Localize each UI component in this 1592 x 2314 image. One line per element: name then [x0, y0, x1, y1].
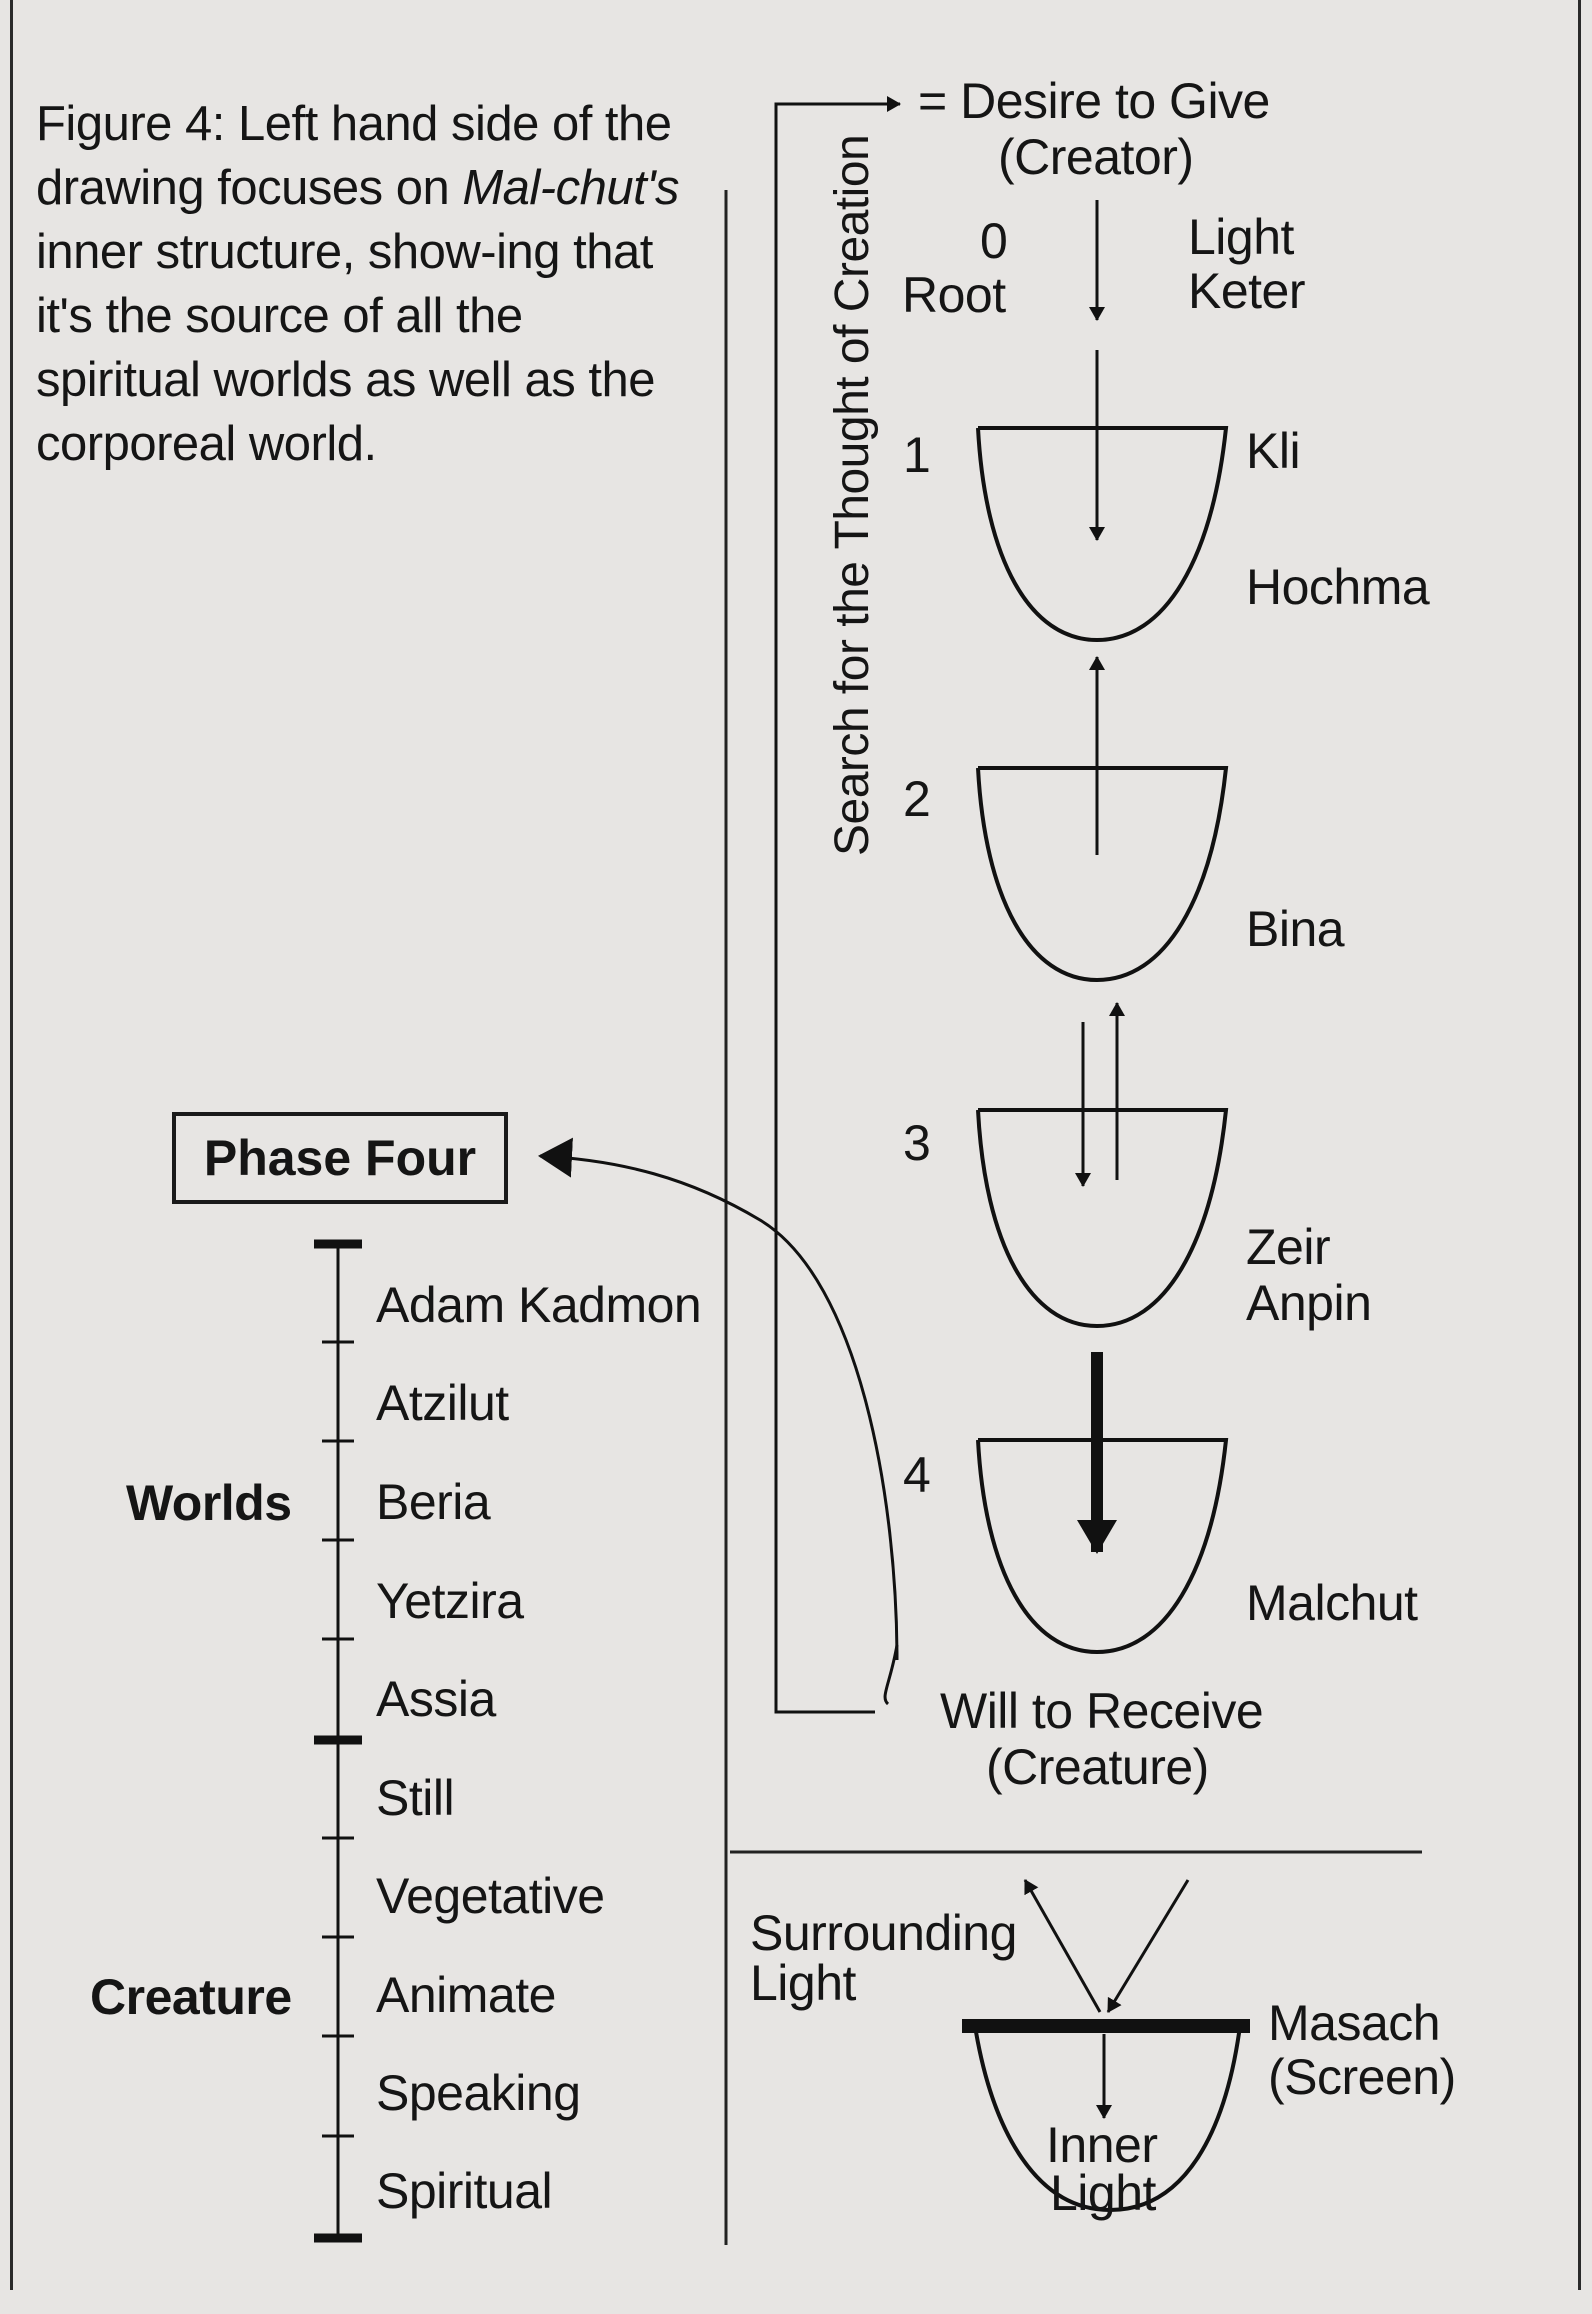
search-bracket — [774, 96, 901, 1714]
masach-label: Masach — [1268, 1995, 1441, 2051]
search-thought-label: Search for the Thought of Creation — [826, 134, 879, 856]
phase-3-number: 3 — [903, 1115, 931, 1171]
world-assia: Assia — [376, 1671, 496, 1727]
screen-paren-label: (Screen) — [1268, 2049, 1456, 2105]
creature-animate: Animate — [376, 1967, 556, 2023]
phase-0-number: 0 — [980, 213, 1008, 269]
creature-spiritual: Spiritual — [376, 2163, 553, 2219]
kli-label: Kli — [1246, 423, 1301, 479]
bina-label: Bina — [1246, 901, 1345, 957]
worlds-scale — [314, 1239, 362, 2243]
world-beria: Beria — [376, 1474, 491, 1530]
anpin-label: Anpin — [1246, 1275, 1372, 1331]
surrounding-label: Surrounding — [750, 1905, 1017, 1961]
phase-four-box: Phase Four — [172, 1112, 508, 1204]
caption-italic: Mal-chut's — [462, 161, 680, 215]
creature-vegetative: Vegetative — [376, 1868, 605, 1924]
malchut-label: Malchut — [1246, 1575, 1418, 1631]
caption-text-2: inner structure, show-ing that it's the … — [36, 225, 656, 471]
root-label: Root — [902, 267, 1006, 323]
inner-label: Inner — [1046, 2117, 1158, 2173]
phase-2-number: 2 — [903, 771, 931, 827]
world-adam-kadmon: Adam Kadmon — [376, 1277, 702, 1333]
vessel-1 — [976, 426, 1229, 643]
light-label: Light — [1188, 209, 1294, 265]
creature-still: Still — [376, 1770, 455, 1826]
figure-caption: Figure 4: Left hand side of the drawing … — [36, 92, 686, 476]
creator-label: (Creator) — [998, 129, 1194, 185]
zeir-label: Zeir — [1246, 1219, 1331, 1275]
vessel-2 — [976, 766, 1229, 983]
creature-paren-label: (Creature) — [986, 1739, 1209, 1795]
inner-light-label: Light — [1050, 2165, 1156, 2221]
worlds-group-label: Worlds — [126, 1475, 292, 1531]
page-border — [10, 0, 1581, 2290]
light-arrows — [1075, 200, 1125, 1554]
hochma-label: Hochma — [1246, 559, 1430, 615]
world-yetzira: Yetzira — [376, 1573, 524, 1629]
caption-text-1: Figure 4: Left hand side of the drawing … — [36, 97, 672, 215]
world-atzilut: Atzilut — [376, 1375, 509, 1431]
phase-four-curve — [538, 1137, 899, 1706]
desire-to-give-label: = Desire to Give — [918, 73, 1270, 129]
surrounding-light-label: Light — [750, 1955, 856, 2011]
creature-group-label: Creature — [90, 1969, 292, 2025]
phase-4-number: 4 — [903, 1447, 931, 1503]
will-to-receive-label: Will to Receive — [940, 1683, 1264, 1739]
phase-1-number: 1 — [903, 427, 931, 483]
creature-speaking: Speaking — [376, 2065, 581, 2121]
screen-diagram — [962, 1879, 1250, 2213]
phase-four-label: Phase Four — [203, 1130, 477, 1186]
vessel-3 — [976, 1108, 1229, 1329]
vessel-4 — [976, 1438, 1229, 1655]
keter-label: Keter — [1188, 263, 1306, 319]
vessels — [976, 426, 1229, 1655]
divider-lines — [724, 190, 1422, 2245]
